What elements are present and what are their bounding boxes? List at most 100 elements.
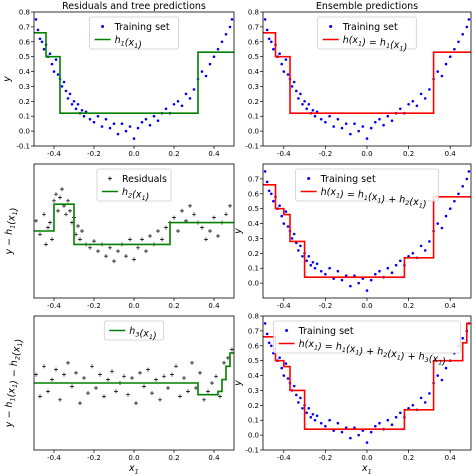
data-point bbox=[423, 249, 427, 252]
data-point bbox=[436, 222, 440, 225]
y-tick-label: 0.1 bbox=[19, 113, 30, 121]
y-tick-label: 0.3 bbox=[248, 83, 259, 91]
data-point bbox=[411, 100, 415, 103]
data-point bbox=[64, 89, 68, 93]
residual-point bbox=[148, 234, 152, 238]
residual-point bbox=[218, 394, 222, 399]
data-point bbox=[290, 85, 294, 88]
x-tick-label: -0.2 bbox=[87, 454, 101, 462]
residual-point bbox=[146, 367, 150, 372]
data-point bbox=[204, 74, 208, 78]
data-point bbox=[108, 126, 112, 130]
data-point bbox=[344, 122, 348, 125]
data-point bbox=[436, 374, 440, 377]
residual-point bbox=[126, 392, 130, 397]
residual-point bbox=[86, 391, 90, 396]
residual-point bbox=[78, 237, 82, 242]
data-point bbox=[280, 366, 284, 370]
residual-point bbox=[144, 249, 148, 254]
x-tick-label: 0.2 bbox=[168, 454, 179, 462]
data-point bbox=[374, 424, 377, 428]
data-point bbox=[390, 119, 394, 122]
data-point bbox=[340, 430, 344, 434]
data-point bbox=[128, 125, 132, 128]
residual-point bbox=[52, 198, 56, 203]
x-tick-label: 0.4 bbox=[445, 454, 457, 462]
data-point bbox=[394, 415, 398, 419]
data-point bbox=[319, 269, 323, 273]
data-point bbox=[180, 104, 184, 108]
y-tick-label: 0.7 bbox=[248, 175, 259, 183]
data-point bbox=[286, 377, 290, 380]
data-point bbox=[315, 262, 319, 266]
data-point bbox=[230, 18, 234, 21]
data-point bbox=[390, 423, 394, 427]
residual-point bbox=[42, 364, 46, 369]
residual-point bbox=[114, 389, 118, 394]
series-line-1 bbox=[263, 31, 471, 114]
data-point bbox=[319, 421, 323, 425]
data-point bbox=[299, 92, 302, 96]
data-point bbox=[220, 40, 224, 44]
residual-point bbox=[98, 372, 102, 377]
data-point bbox=[428, 392, 431, 395]
data-point bbox=[399, 411, 402, 415]
data-point bbox=[282, 70, 286, 73]
y-tick-label: -0.1 bbox=[245, 447, 259, 455]
legend-box bbox=[89, 16, 179, 50]
data-point bbox=[120, 122, 124, 125]
data-point bbox=[66, 97, 70, 100]
data-point bbox=[467, 18, 471, 21]
data-point bbox=[267, 189, 271, 193]
y-axis-label: y bbox=[2, 76, 13, 83]
data-point bbox=[56, 73, 60, 76]
y-axis-label: y bbox=[233, 228, 244, 235]
data-point bbox=[54, 58, 58, 61]
x-tick-label: -0.4 bbox=[277, 150, 291, 158]
legend-label: Training set bbox=[342, 22, 398, 33]
legend-box bbox=[96, 168, 172, 202]
y-tick-label: 0.2 bbox=[248, 250, 259, 258]
y-tick-label: -0.1 bbox=[16, 143, 30, 151]
residual-point bbox=[58, 195, 62, 200]
residual-point bbox=[102, 394, 106, 399]
residual-point bbox=[192, 212, 196, 217]
residual-point bbox=[136, 245, 140, 250]
data-point bbox=[465, 177, 469, 181]
data-point bbox=[344, 426, 348, 430]
legend-label: Training set bbox=[320, 174, 376, 185]
data-point bbox=[70, 103, 74, 106]
residual-point bbox=[214, 374, 218, 379]
residual-point bbox=[190, 360, 194, 365]
data-point bbox=[72, 100, 76, 103]
legend: Training set h(x1) = h1(x1) bbox=[317, 16, 417, 53]
data-point bbox=[399, 107, 402, 111]
residual-point bbox=[166, 386, 170, 390]
residual-point bbox=[78, 401, 82, 406]
data-point bbox=[440, 74, 444, 78]
data-point bbox=[349, 132, 352, 136]
data-point bbox=[295, 393, 298, 397]
residual-point bbox=[206, 389, 210, 394]
data-point bbox=[311, 261, 315, 264]
data-point bbox=[299, 396, 302, 400]
residual-point bbox=[216, 234, 220, 238]
residual-point bbox=[90, 364, 94, 369]
data-point bbox=[124, 129, 128, 133]
residual-point bbox=[228, 203, 232, 208]
y-tick-label: 0.6 bbox=[248, 190, 260, 198]
residual-point bbox=[50, 237, 54, 242]
residual-point bbox=[202, 397, 206, 402]
data-point bbox=[263, 170, 267, 173]
data-point bbox=[378, 269, 381, 273]
y-tick-label: 0.0 bbox=[248, 280, 259, 288]
chart-panel-middle-right: -0.4 -0.2 0.0 0.2 0.4 0.0 0.1 0.2 0.3 0.4 0.5 0.6 0.… bbox=[233, 163, 472, 310]
data-point bbox=[50, 62, 54, 66]
data-point bbox=[301, 254, 304, 258]
residual-point bbox=[132, 257, 136, 262]
y-tick-label: 0.4 bbox=[248, 372, 260, 380]
x-tick-label: 0.4 bbox=[445, 150, 457, 158]
data-point bbox=[467, 170, 471, 173]
data-point bbox=[270, 344, 273, 348]
y-tick-label: 0.2 bbox=[248, 98, 259, 106]
